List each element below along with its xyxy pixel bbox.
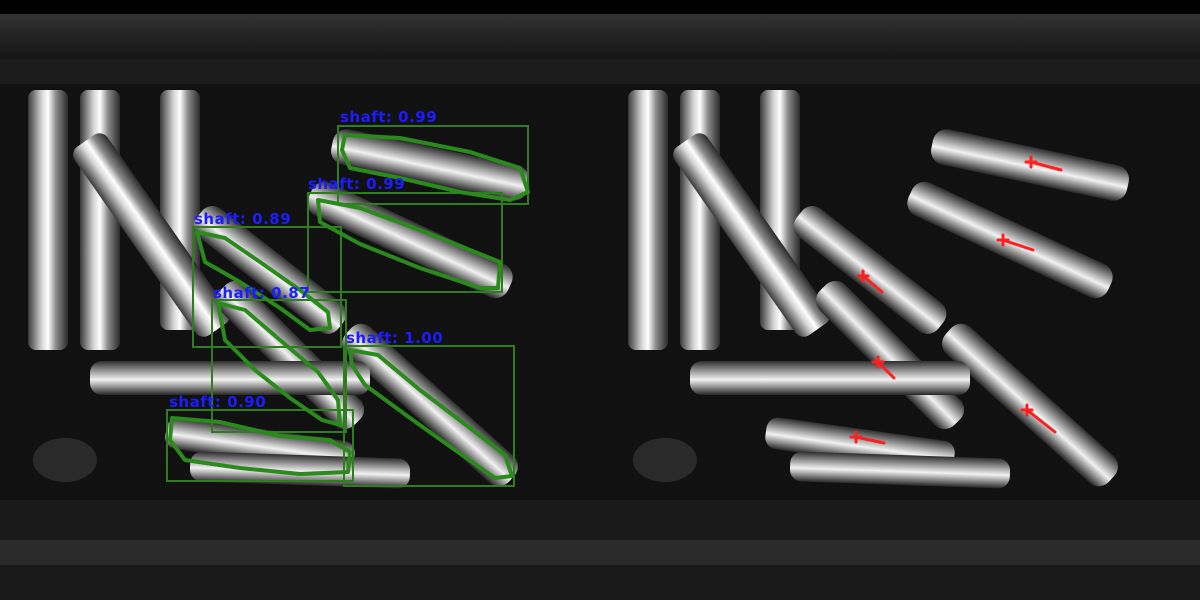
detection-box (192, 226, 342, 348)
bin-logo-mark (633, 438, 697, 482)
bin-wall (0, 59, 600, 84)
bin-front-edge (0, 540, 600, 565)
detection-mask (168, 416, 352, 476)
detection-box (337, 125, 529, 205)
top-border (0, 0, 600, 14)
bin-rim (0, 14, 600, 59)
bin-front-edge (600, 540, 1200, 565)
bin-rim (600, 14, 1200, 59)
detection-box (166, 409, 354, 482)
detection-label: shaft: 0.99 (308, 175, 406, 193)
detection-view: shaft: 0.99 shaft: 0.99 shaft: 0.89 shaf… (0, 0, 600, 600)
top-border (600, 0, 1200, 14)
detection-label: shaft: 0.89 (194, 210, 292, 228)
upright-shaft (28, 90, 200, 350)
bin-wall (600, 59, 1200, 84)
detection-box (211, 299, 347, 433)
grasp-marker (871, 355, 896, 380)
detection-label: shaft: 0.99 (340, 108, 438, 126)
tilted-shaft (73, 133, 230, 337)
grasp-scene (600, 0, 1200, 600)
detection-scene (0, 0, 600, 600)
grasp-marker (1020, 403, 1057, 434)
detection-mask (195, 230, 332, 332)
detection-mask (216, 301, 342, 427)
grasp-marker (849, 430, 886, 445)
grasp-marker (856, 269, 884, 294)
bin-logo-mark (33, 438, 97, 482)
grasp-view (600, 0, 1200, 600)
detection-label: shaft: 1.00 (346, 329, 444, 347)
detection-mask (348, 348, 514, 480)
detection-label: shaft: 0.90 (169, 393, 267, 411)
detection-mask (316, 198, 502, 290)
shaft-pile (690, 129, 1129, 489)
detection-mask (340, 133, 530, 202)
detection-box (343, 345, 515, 487)
tilted-shaft (673, 133, 830, 337)
detection-label: shaft: 0.87 (213, 284, 311, 302)
grasp-marker (1024, 155, 1063, 172)
detection-box (307, 192, 503, 293)
grasp-marker (996, 233, 1035, 252)
upright-shaft (628, 90, 800, 350)
